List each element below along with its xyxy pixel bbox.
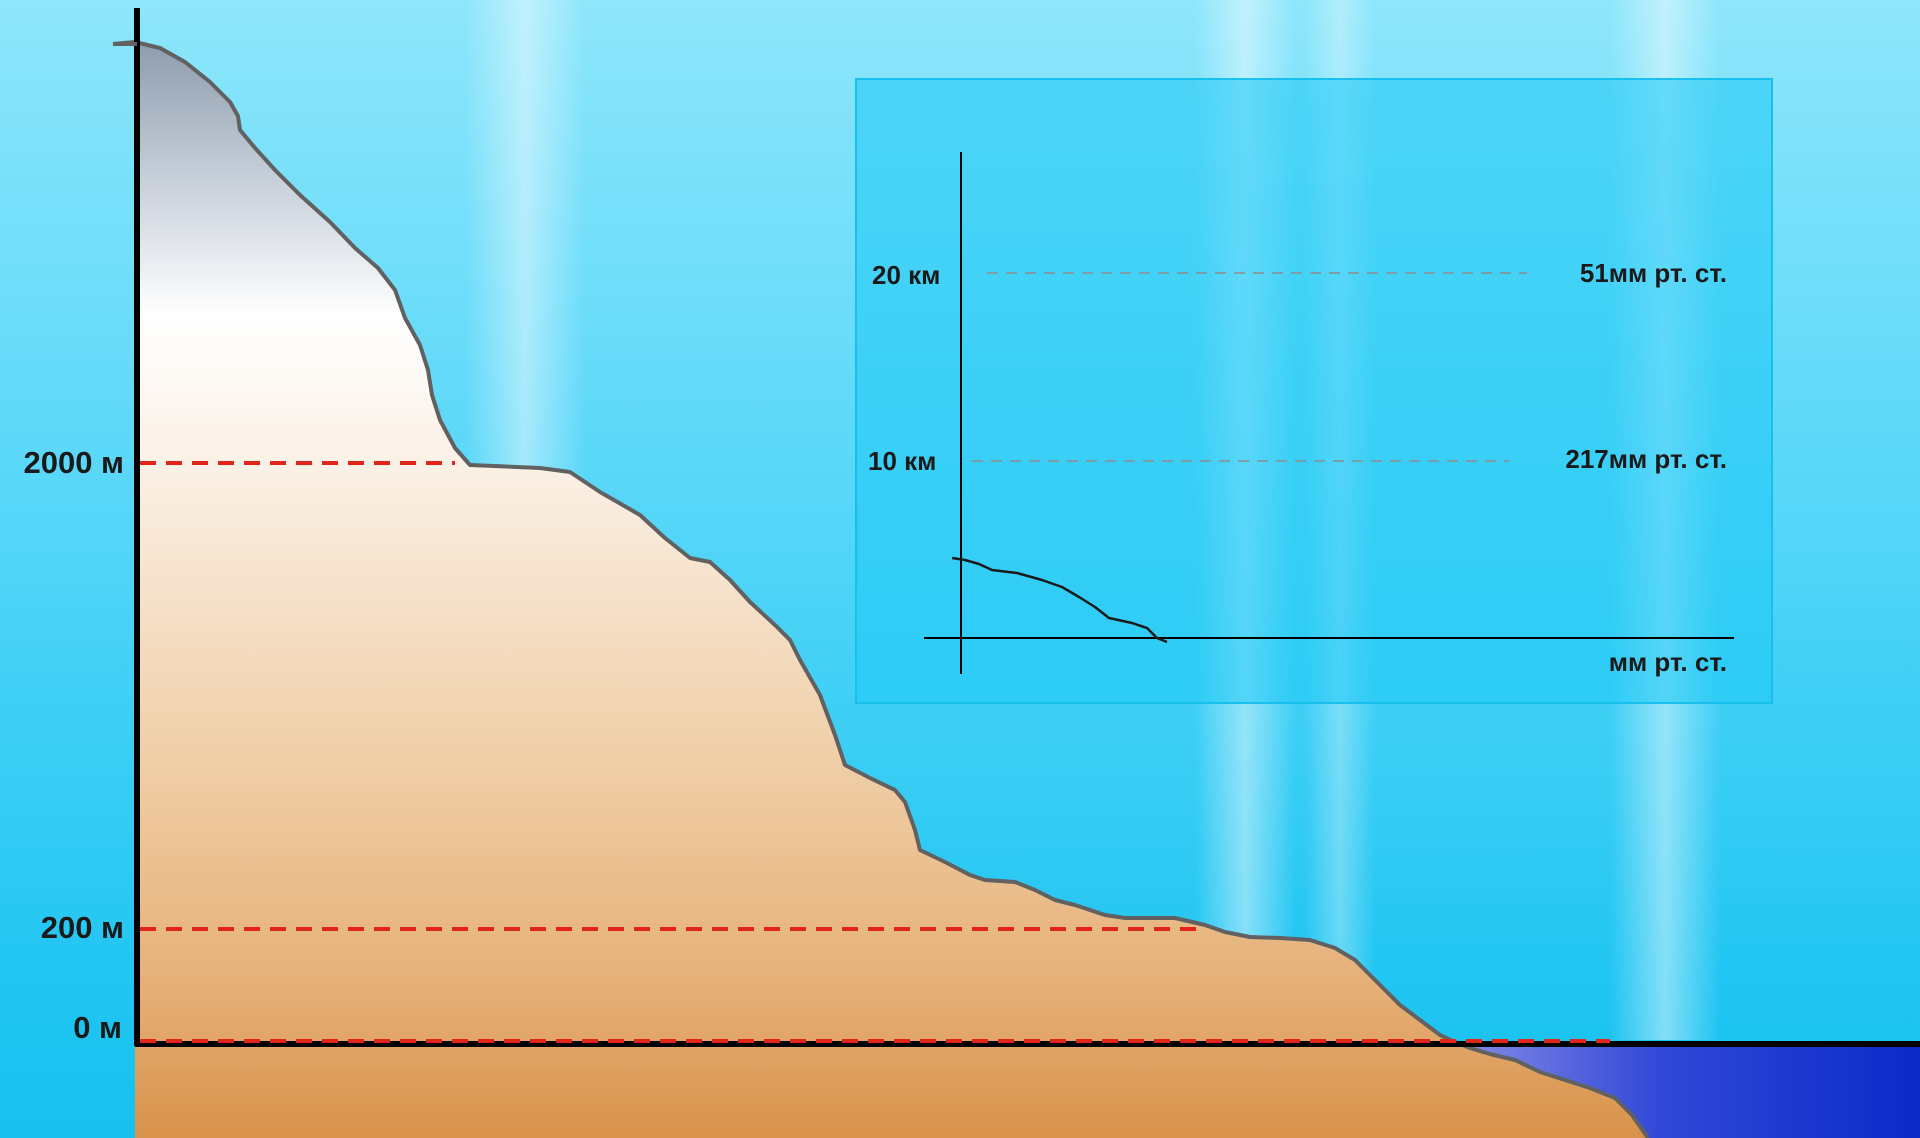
pressure-inset-chart: 20 км 51мм рт. ст. 10 км 217мм рт. ст. м… (855, 78, 1773, 704)
sea-water (1448, 1044, 1920, 1138)
inset-pressure-curve (951, 556, 1168, 644)
inset-altitude-label-20km: 20 км (872, 260, 940, 290)
inset-pressure-label-51: 51мм рт. ст. (1580, 258, 1727, 288)
elevation-label-2000: 2000 м (23, 445, 124, 480)
inset-altitude-label-10km: 10 км (868, 446, 936, 476)
land-outline (112, 40, 1650, 1138)
inset-x-axis-label: мм рт. ст. (1609, 647, 1727, 677)
land-profile (113, 42, 1648, 1138)
elevation-label-200: 200 м (41, 910, 124, 945)
inset-pressure-label-217: 217мм рт. ст. (1565, 444, 1727, 474)
elevation-label-0: 0 м (73, 1010, 122, 1045)
